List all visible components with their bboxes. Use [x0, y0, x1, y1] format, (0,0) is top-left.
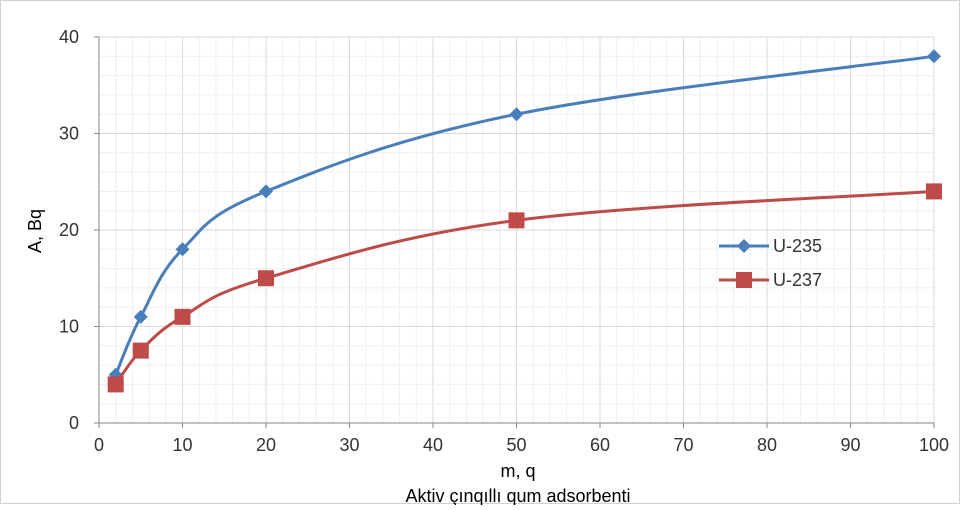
- x-tick-label: 90: [840, 435, 860, 455]
- y-tick-label: 40: [59, 27, 79, 47]
- data-point-u-235: [509, 107, 524, 122]
- legend-marker: [737, 239, 751, 253]
- data-point-u-237: [107, 376, 124, 393]
- y-tick-label: 0: [69, 413, 79, 433]
- data-point-u-237: [508, 212, 525, 229]
- x-axis-title: m, q: [500, 461, 535, 481]
- x-tick-label: 80: [757, 435, 777, 455]
- grid-layer: [99, 36, 935, 423]
- series-u-237: [107, 183, 942, 393]
- x-tick-label: 20: [256, 435, 276, 455]
- x-axis-subtitle: Aktiv çınqıllı qum adsorbenti: [405, 486, 630, 505]
- y-tick-label: 20: [59, 220, 79, 240]
- y-tick-labels: 0 10 20 30 40: [59, 27, 99, 433]
- data-point-u-235: [175, 242, 190, 257]
- legend: U-235 U-237: [719, 236, 822, 290]
- x-tick-label: 0: [94, 435, 104, 455]
- legend-item-u-237: U-237: [719, 270, 822, 290]
- x-tick-label: 50: [506, 435, 526, 455]
- legend-label: U-235: [773, 236, 822, 256]
- y-axis-title: A, Bq: [25, 209, 45, 253]
- data-point-u-237: [132, 342, 149, 359]
- x-tick-label: 40: [423, 435, 443, 455]
- data-point-u-235: [927, 49, 941, 64]
- data-point-u-237: [174, 308, 191, 325]
- x-tick-label: 100: [919, 435, 949, 455]
- data-point-u-235: [133, 309, 148, 324]
- y-tick-label: 10: [59, 317, 79, 337]
- y-tick-label: 30: [59, 124, 79, 144]
- x-tick-label: 60: [590, 435, 610, 455]
- data-point-u-237: [258, 270, 274, 287]
- x-tick-label: 30: [339, 435, 359, 455]
- x-tick-label: 70: [673, 435, 693, 455]
- series-layer: [107, 49, 942, 393]
- x-tick-labels: 0 10 20 30 40 50 60 70 80 90 100: [94, 423, 949, 455]
- x-tick-label: 10: [172, 435, 192, 455]
- legend-item-u-235: U-235: [719, 236, 822, 256]
- series-u-235: [108, 49, 941, 382]
- series-line-u-235: [114, 54, 935, 376]
- legend-marker: [736, 272, 752, 288]
- legend-label: U-237: [773, 270, 822, 290]
- data-point-u-237: [926, 183, 942, 200]
- data-point-u-235: [259, 184, 273, 199]
